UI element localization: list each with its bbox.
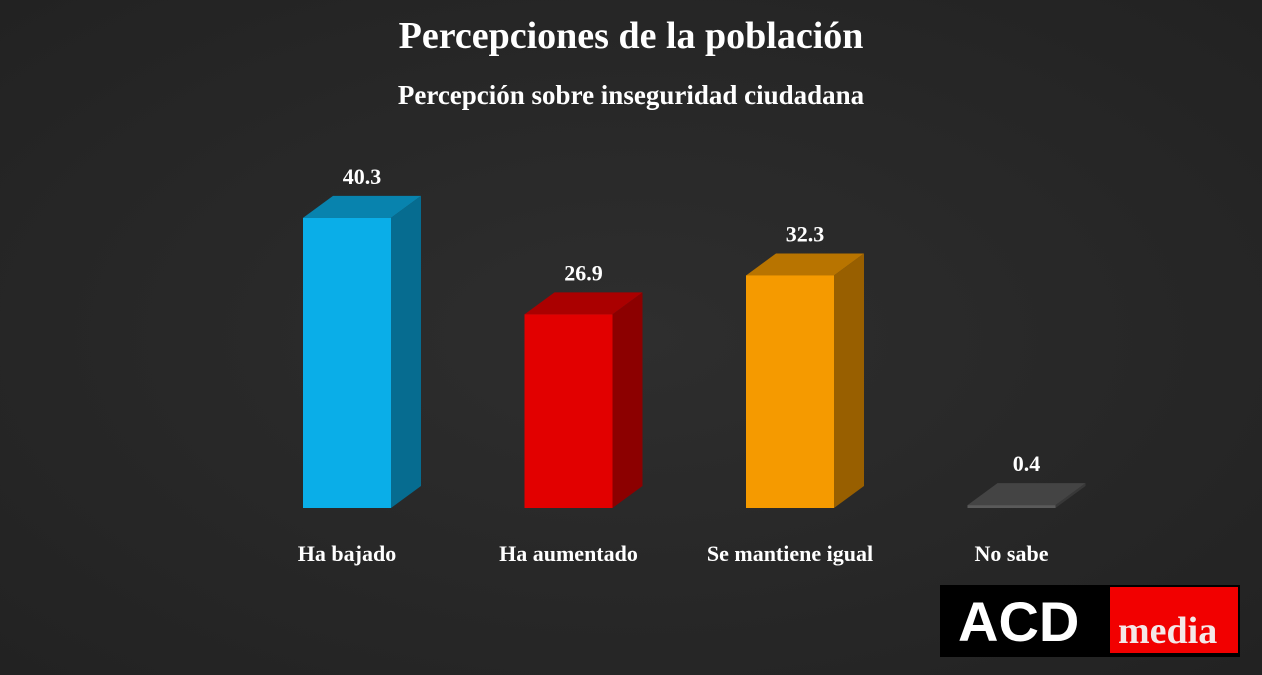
logo-media-text: media <box>1118 610 1218 652</box>
bar-side <box>391 195 421 508</box>
category-label: Ha bajado <box>298 541 396 566</box>
bar-side <box>1055 483 1086 508</box>
bar-top <box>967 483 1086 506</box>
category-label: Se mantiene igual <box>707 541 873 566</box>
bar <box>967 505 1056 508</box>
value-label: 26.9 <box>564 260 603 285</box>
value-label: 40.3 <box>343 164 382 189</box>
category-label: Ha aumentado <box>499 541 638 566</box>
chart-subtitle: Percepción sobre inseguridad ciudadana <box>397 80 865 110</box>
bar-side <box>612 292 643 508</box>
category-label: No sabe <box>975 541 1049 566</box>
logo-media-box: media <box>1110 587 1238 653</box>
chart-title: Percepciones de la población <box>398 15 864 57</box>
bar <box>524 314 613 508</box>
bar-side <box>834 253 864 508</box>
logo-acd-text: ACD <box>958 590 1080 653</box>
bar-top <box>746 253 864 276</box>
bar-top <box>524 292 643 315</box>
acd-media-logo: ACD media <box>940 585 1240 657</box>
bar <box>746 275 834 508</box>
bar-top <box>303 195 421 218</box>
value-label: 0.4 <box>1013 451 1041 476</box>
bar <box>303 217 391 508</box>
value-label: 32.3 <box>786 221 825 246</box>
